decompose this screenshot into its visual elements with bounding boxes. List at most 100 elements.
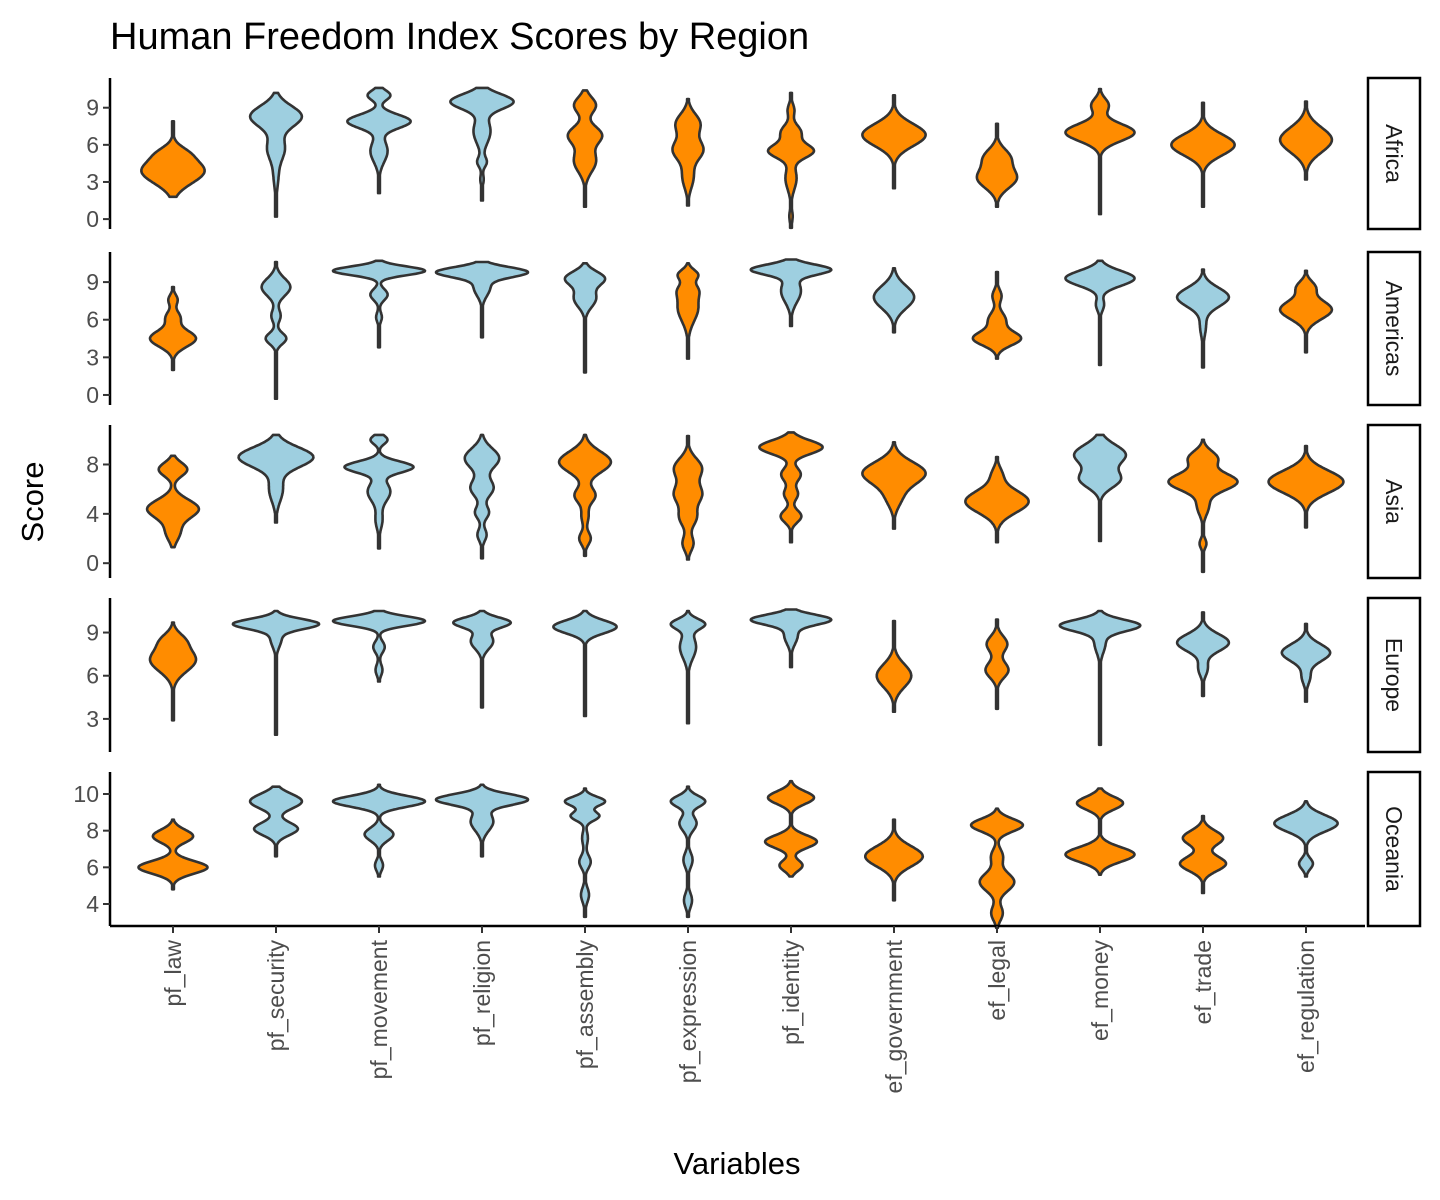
violin-europe-pf_law <box>148 621 198 722</box>
y-tick-label: 0 <box>86 550 99 576</box>
violin-oceania-pf_security <box>248 785 304 858</box>
violin-americas-pf_assembly <box>563 261 607 374</box>
violin-africa-ef_regulation <box>1278 100 1334 181</box>
violin-africa-pf_religion <box>449 86 515 202</box>
x-axis-label: Variables <box>674 1146 801 1181</box>
violin-africa-pf_movement <box>346 86 412 195</box>
violin-oceania-pf_law <box>137 818 209 891</box>
facet-label: Africa <box>1381 124 1407 183</box>
violin-europe-ef_money <box>1058 609 1142 747</box>
violin-americas-pf_law <box>148 285 198 372</box>
y-tick-label: 9 <box>86 95 99 121</box>
violin-oceania-pf_assembly <box>563 787 607 919</box>
violin-europe-ef_government <box>875 619 913 714</box>
violin-asia-pf_movement <box>343 433 415 550</box>
violin-europe-pf_movement <box>331 609 427 683</box>
violin-africa-pf_assembly <box>566 89 604 208</box>
panel-africa: 0 3 6 9 Africa <box>86 76 1422 232</box>
violin-americas-ef_government <box>872 266 916 334</box>
violin-asia-pf_religion <box>463 433 501 560</box>
x-tick-label: ef_trade <box>1190 940 1216 1024</box>
violin-europe-pf_assembly <box>552 609 618 718</box>
facet-strip <box>1366 770 1422 928</box>
violin-africa-ef_trade <box>1170 101 1236 208</box>
violin-asia-pf_security <box>237 433 315 524</box>
violin-oceania-ef_legal <box>969 807 1025 930</box>
violin-oceania-pf_identity <box>763 779 819 878</box>
panel-asia: 0 4 8 Asia <box>86 423 1422 580</box>
facet-label: Americas <box>1381 281 1407 377</box>
x-tick-label: ef_money <box>1087 940 1113 1042</box>
violin-oceania-pf_expression <box>669 785 707 919</box>
violin-asia-pf_expression <box>672 434 704 561</box>
y-tick-label: 4 <box>86 891 99 917</box>
violin-asia-ef_government <box>861 440 927 530</box>
violin-oceania-ef_government <box>863 818 925 902</box>
chart-title: Human Freedom Index Scores by Region <box>110 16 809 58</box>
violin-africa-pf_security <box>248 91 304 218</box>
violin-americas-ef_money <box>1064 259 1136 367</box>
violin-europe-ef_trade <box>1175 611 1231 698</box>
panel-oceania: 4 6 8 10 Oceania <box>73 770 1422 930</box>
y-tick-label: 9 <box>86 269 99 295</box>
facet-strip <box>1366 423 1422 580</box>
violin-africa-ef_money <box>1064 87 1136 216</box>
violin-africa-pf_identity <box>766 91 816 230</box>
y-tick-label: 3 <box>86 706 99 732</box>
facet-label: Oceania <box>1381 806 1407 892</box>
violin-oceania-ef_money <box>1064 787 1136 877</box>
violin-europe-pf_identity <box>749 608 833 669</box>
violin-americas-pf_expression <box>675 261 701 360</box>
x-tick-label: pf_law <box>160 940 186 1007</box>
facet-label: Europe <box>1381 638 1407 712</box>
violin-asia-ef_regulation <box>1267 444 1345 529</box>
violin-asia-ef_trade <box>1167 438 1239 574</box>
violin-americas-pf_identity <box>749 258 833 328</box>
y-axis-label: Score <box>15 462 50 543</box>
violin-oceania-ef_trade <box>1178 814 1228 895</box>
x-tick-label: pf_security <box>263 940 289 1052</box>
violin-europe-pf_security <box>231 609 321 737</box>
x-axis: pf_law pf_security pf_movement pf_religion p… <box>110 924 1365 1093</box>
violin-africa-ef_government <box>861 94 927 190</box>
violin-americas-ef_legal <box>971 270 1023 360</box>
x-tick-label: ef_government <box>881 939 907 1093</box>
panel-americas: 0 3 6 9 Americas <box>86 250 1422 408</box>
violin-africa-pf_expression <box>671 97 705 207</box>
y-tick-label: 4 <box>86 501 99 527</box>
violin-africa-ef_legal <box>975 122 1019 208</box>
violin-oceania-pf_movement <box>331 783 427 878</box>
y-tick-label: 9 <box>86 620 99 646</box>
facet-label: Asia <box>1381 479 1407 524</box>
facet-strip <box>1366 596 1422 754</box>
y-tick-label: 8 <box>86 451 99 477</box>
y-tick-label: 6 <box>86 663 99 689</box>
x-tick-label: pf_assembly <box>572 940 598 1070</box>
violin-americas-ef_trade <box>1175 268 1231 369</box>
facet-panels: 0 3 6 9 Africa 0 3 6 9 Americas 0 4 8 Asia 3 6 9 Europe 4 6… <box>73 76 1422 930</box>
panel-europe: 3 6 9 Europe <box>86 596 1422 754</box>
y-tick-label: 6 <box>86 854 99 880</box>
violin-americas-pf_religion <box>434 260 530 339</box>
violin-asia-pf_assembly <box>557 433 613 558</box>
y-tick-label: 6 <box>86 132 99 158</box>
violin-americas-ef_regulation <box>1278 269 1334 354</box>
y-tick-label: 10 <box>73 781 99 807</box>
violin-asia-ef_money <box>1072 433 1128 543</box>
violin-europe-ef_legal <box>984 618 1010 711</box>
violin-americas-pf_movement <box>331 259 427 349</box>
violin-europe-ef_regulation <box>1280 622 1332 703</box>
violin-europe-pf_religion <box>451 609 513 709</box>
x-tick-label: pf_expression <box>675 940 701 1083</box>
y-tick-label: 3 <box>86 169 99 195</box>
violin-asia-ef_legal <box>964 455 1030 544</box>
violin-americas-pf_security <box>260 260 292 401</box>
violin-europe-pf_expression <box>669 609 707 725</box>
y-tick-label: 8 <box>86 818 99 844</box>
x-tick-label: pf_religion <box>469 940 495 1046</box>
violin-asia-pf_law <box>145 454 201 549</box>
y-tick-label: 6 <box>86 307 99 333</box>
y-tick-label: 0 <box>86 206 99 232</box>
x-tick-label: ef_legal <box>984 940 1010 1021</box>
